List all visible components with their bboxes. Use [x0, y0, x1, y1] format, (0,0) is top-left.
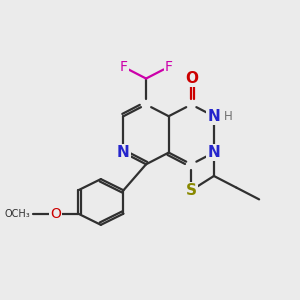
Text: N: N	[208, 109, 220, 124]
Text: H: H	[224, 110, 233, 123]
Text: OCH₃: OCH₃	[5, 209, 30, 219]
Text: N: N	[117, 145, 130, 160]
Text: F: F	[165, 60, 173, 74]
Text: N: N	[208, 145, 220, 160]
Text: O: O	[50, 207, 61, 221]
Text: S: S	[186, 183, 197, 198]
Text: F: F	[119, 60, 128, 74]
Text: O: O	[185, 71, 198, 86]
